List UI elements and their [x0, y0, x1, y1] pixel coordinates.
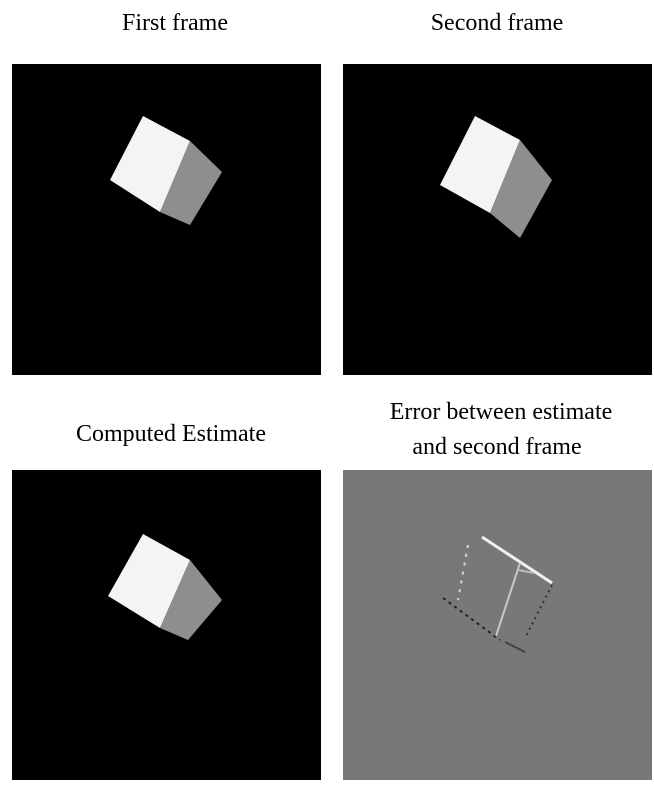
- panel-title: Second frame: [431, 10, 564, 36]
- image-background: [343, 64, 652, 375]
- panel-title: and second frame: [412, 434, 581, 460]
- image-panel: [343, 64, 652, 375]
- panel-title: Computed Estimate: [76, 421, 266, 447]
- image-panel: [12, 470, 321, 780]
- figure: First frame Second frame Computed Estima…: [0, 0, 654, 782]
- image-panel: [12, 64, 321, 375]
- panel-title: First frame: [122, 10, 228, 36]
- panel-title: Error between estimate: [390, 399, 613, 425]
- image-background: [343, 470, 652, 780]
- image-panel: [343, 470, 652, 780]
- image-background: [12, 64, 321, 375]
- page: First frame Second frame Computed Estima…: [0, 0, 654, 782]
